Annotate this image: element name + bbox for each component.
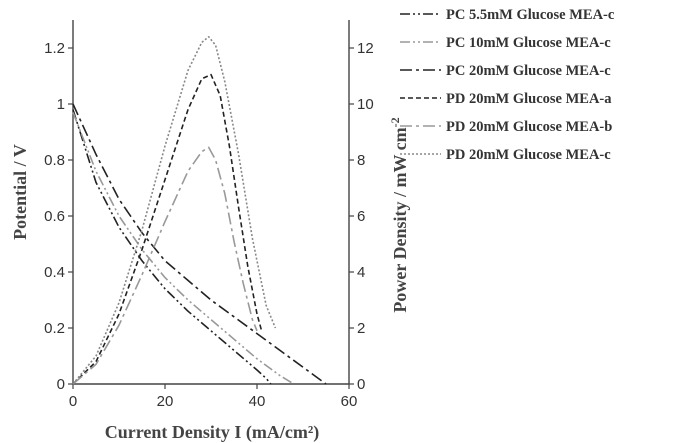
x-tick-label: 20 <box>157 393 174 410</box>
legend-label: PD 20mM Glucose MEA-b <box>446 119 612 135</box>
legend-entry: PC 20mM Glucose MEA-c <box>400 63 611 79</box>
y-right-tick-label: 8 <box>357 152 365 169</box>
x-axis-title: Current Density I (mA/cm²) <box>105 422 320 443</box>
y-left-tick-label: 0 <box>57 376 65 393</box>
y-right-tick-label: 6 <box>357 208 365 225</box>
series-line-2 <box>72 112 295 385</box>
legend-entry: PD 20mM Glucose MEA-c <box>400 147 611 163</box>
y-right-tick-label: 4 <box>357 264 365 281</box>
legend-entry: PD 20mM Glucose MEA-a <box>400 91 612 107</box>
y-left-tick-label: 0.2 <box>44 320 65 337</box>
legend-label: PC 10mM Glucose MEA-c <box>446 35 611 51</box>
y-right-tick-label: 0 <box>357 376 365 393</box>
series-line-5 <box>72 146 258 385</box>
y-axis-left-title: Potential / V <box>10 144 30 240</box>
y-left-tick-label: 0.8 <box>44 152 65 169</box>
legend: PC 5.5mM Glucose MEA-c PC 10mM Glucose ME… <box>400 7 615 163</box>
y-axis-right-title: Power Density / mW cm-2 <box>388 117 410 312</box>
series-line-3 <box>72 103 327 385</box>
x-tick-label: 40 <box>249 393 266 410</box>
legend-entry: PC 5.5mM Glucose MEA-c <box>400 7 615 23</box>
y-right-tick-label: 2 <box>357 320 365 337</box>
y-axis-right-title-sup: -2 <box>388 117 402 127</box>
legend-label: PC 5.5mM Glucose MEA-c <box>446 7 615 23</box>
x-tick-label: 0 <box>69 393 77 410</box>
x-tick-label: 60 <box>341 393 358 410</box>
legend-label: PD 20mM Glucose MEA-c <box>446 147 611 163</box>
y-right-tick-label: 12 <box>357 40 374 57</box>
series-line-6 <box>72 35 277 385</box>
legend-entry: PC 10mM Glucose MEA-c <box>400 35 611 51</box>
plot-axes <box>68 20 354 389</box>
y-left-tick-label: 1.2 <box>44 40 65 57</box>
series-line-1 <box>72 109 272 385</box>
series-layer <box>72 35 327 385</box>
y-left-tick-label: 0.4 <box>44 264 65 281</box>
y-left-tick-label: 1 <box>57 96 65 113</box>
legend-entry: PD 20mM Glucose MEA-b <box>400 119 612 135</box>
y-left-tick-label: 0.6 <box>44 208 65 225</box>
y-axis-right-title-main: Power Density / mW cm <box>390 127 410 312</box>
series-line-4 <box>72 73 263 385</box>
y-right-tick-label: 10 <box>357 96 374 113</box>
legend-label: PC 20mM Glucose MEA-c <box>446 63 611 79</box>
legend-label: PD 20mM Glucose MEA-a <box>446 91 612 107</box>
